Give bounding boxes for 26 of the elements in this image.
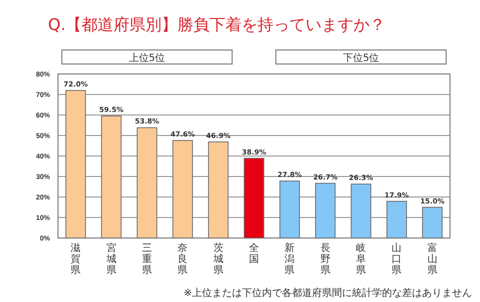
bar <box>208 141 229 238</box>
chart-title: Q.【都道府県別】勝負下着を持っていますか？ <box>48 15 386 34</box>
x-tick-label: 全国 <box>249 242 259 265</box>
x-tick-label: 長野県 <box>320 243 330 276</box>
bar <box>315 182 336 238</box>
bar <box>350 184 372 238</box>
text: 上位5位 <box>128 52 166 64</box>
bar <box>65 90 86 238</box>
bar <box>101 116 122 238</box>
x-tick-label: 富山県 <box>427 242 438 276</box>
x-tick-label: 新潟県 <box>284 242 295 276</box>
x-tick-label: 滋賀県 <box>70 242 81 276</box>
text: 下位5位 <box>342 52 380 64</box>
bar <box>422 206 443 238</box>
x-tick-label: 茨城県 <box>212 242 224 276</box>
x-tick-label: 宮城県 <box>105 242 116 276</box>
bar <box>279 180 300 238</box>
x-tick-label: 三重県 <box>142 243 152 276</box>
x-tick-label: 山口県 <box>392 242 402 276</box>
bar <box>244 158 264 238</box>
text: ※上位または下位内で各都道府県間に統計学的な差はありません <box>184 287 472 299</box>
x-tick-label: 奈良県 <box>178 243 188 276</box>
bar <box>172 140 193 238</box>
bar <box>386 200 407 238</box>
bar <box>136 127 158 238</box>
x-tick-label: 岐阜県 <box>356 242 366 276</box>
